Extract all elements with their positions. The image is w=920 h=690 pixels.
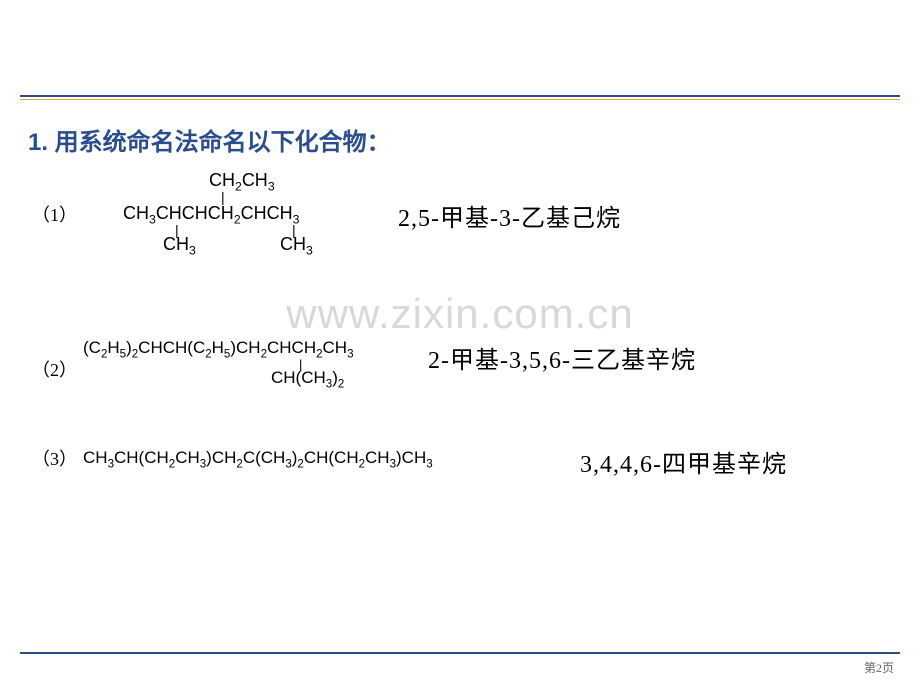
compound-2: （2） (C2H5)2CHCH(C2H5)CH2CHCH2CH3 | CH(CH… xyxy=(32,338,413,400)
answer-3: 3,4,4,6-四甲基辛烷 xyxy=(580,444,787,479)
answer-1: 2,5-甲基-3-乙基己烷 xyxy=(398,198,621,233)
answer-2: 2-甲基-3,5,6-三乙基辛烷 xyxy=(428,340,696,375)
item-label: （1） xyxy=(32,201,77,227)
header-rule-primary xyxy=(20,95,900,97)
chemical-structure-3: CH3CH(CH2CH3)CH2C(CH3)2CH(CH2CH3)CH3 xyxy=(83,448,433,468)
chemical-structure-1: CH2CH3 | CH3CHCHCH2CHCH3 | | CH3 CH3 xyxy=(83,170,383,258)
page-number: 第2页 xyxy=(864,659,894,676)
footer-rule xyxy=(20,652,900,654)
chemical-structure-2: (C2H5)2CHCH(C2H5)CH2CHCH2CH3 | CH(CH3)2 xyxy=(83,338,413,400)
header-rule-accent xyxy=(20,99,900,100)
page-heading: 1. 用系统命名法命名以下化合物： xyxy=(28,122,391,157)
watermark-text: www.zixin.com.cn xyxy=(286,290,633,338)
compound-3: （3） CH3CH(CH2CH3)CH2C(CH3)2CH(CH2CH3)CH3 xyxy=(32,445,433,471)
item-label: （3） xyxy=(32,445,77,471)
item-label: （2） xyxy=(32,356,77,382)
compound-1: （1） CH2CH3 | CH3CHCHCH2CHCH3 | | CH3 CH3 xyxy=(32,170,383,258)
